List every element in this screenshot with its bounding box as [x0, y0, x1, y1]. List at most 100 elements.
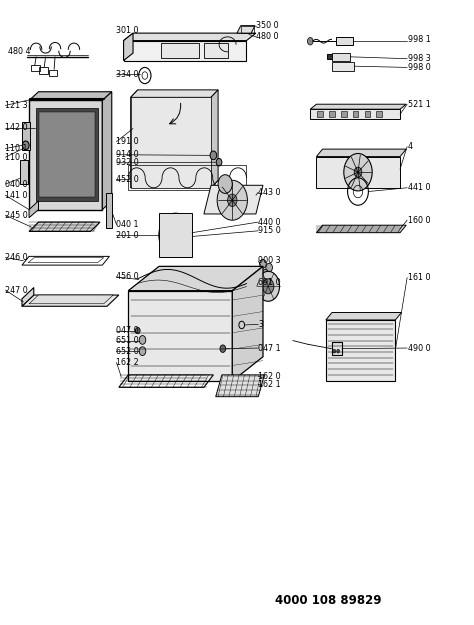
Polygon shape [22, 288, 34, 306]
Circle shape [260, 259, 266, 268]
Text: 3: 3 [258, 320, 263, 329]
Text: 440 0: 440 0 [258, 217, 281, 227]
Text: 915 0: 915 0 [258, 226, 281, 235]
Text: 452 0: 452 0 [117, 174, 139, 184]
Polygon shape [310, 104, 406, 109]
Bar [353, 111, 358, 118]
Polygon shape [317, 149, 406, 157]
Text: 4000 108 89829: 4000 108 89829 [275, 594, 381, 607]
Text: 141 0: 141 0 [5, 191, 28, 200]
Bar [341, 111, 346, 118]
Text: 201 0: 201 0 [117, 231, 139, 239]
Circle shape [257, 271, 280, 301]
Circle shape [216, 159, 222, 166]
Text: 162 2: 162 2 [117, 358, 139, 367]
Bar [39, 68, 48, 74]
Bar [331, 342, 342, 355]
Circle shape [263, 279, 274, 294]
Circle shape [139, 347, 146, 356]
Bar [318, 111, 323, 118]
Bar [31, 65, 40, 71]
Bar [128, 166, 246, 190]
Polygon shape [216, 375, 264, 397]
Circle shape [139, 336, 146, 344]
Bar [241, 26, 254, 33]
Polygon shape [326, 320, 395, 381]
Text: 040 1: 040 1 [117, 220, 139, 229]
Text: 121 3: 121 3 [5, 101, 28, 110]
Bar [106, 193, 112, 228]
Text: 900 3: 900 3 [258, 256, 281, 265]
Text: 4: 4 [408, 142, 413, 151]
Polygon shape [317, 157, 400, 188]
Bar [161, 43, 199, 58]
Circle shape [159, 213, 192, 257]
Bar [131, 98, 211, 188]
Text: 040 0: 040 0 [5, 179, 28, 189]
Circle shape [262, 269, 269, 278]
Text: 914 0: 914 0 [117, 150, 139, 159]
Text: 191 0: 191 0 [117, 137, 139, 146]
Polygon shape [29, 101, 102, 209]
Bar [331, 62, 354, 71]
Polygon shape [232, 266, 263, 381]
Polygon shape [124, 33, 256, 41]
Polygon shape [36, 108, 98, 201]
Text: 047 1: 047 1 [258, 344, 281, 352]
Text: 334 0: 334 0 [117, 70, 139, 79]
Polygon shape [29, 295, 113, 304]
Bar [331, 53, 350, 61]
Bar [336, 38, 353, 45]
Text: 521 1: 521 1 [408, 100, 431, 109]
Polygon shape [317, 225, 406, 232]
Bar [365, 111, 370, 118]
Polygon shape [128, 291, 232, 381]
Polygon shape [29, 92, 112, 101]
Text: 441 0: 441 0 [408, 183, 430, 192]
Polygon shape [124, 41, 246, 61]
Circle shape [337, 349, 339, 353]
Polygon shape [211, 90, 218, 188]
Text: 490 0: 490 0 [408, 344, 431, 352]
Text: 651 0: 651 0 [117, 336, 139, 345]
Text: 480 0: 480 0 [256, 32, 278, 41]
Text: 162 0: 162 0 [258, 372, 281, 381]
Bar [19, 161, 28, 184]
Text: 047 0: 047 0 [117, 326, 139, 335]
Text: 932 0: 932 0 [117, 158, 139, 168]
Bar [329, 111, 335, 118]
Bar [49, 70, 57, 76]
Polygon shape [204, 185, 263, 214]
Polygon shape [131, 90, 138, 188]
Polygon shape [310, 109, 400, 119]
Text: 301 0: 301 0 [117, 26, 139, 35]
Text: 350 0: 350 0 [256, 21, 279, 30]
Circle shape [217, 180, 247, 220]
Text: 480 4: 480 4 [8, 48, 30, 56]
Polygon shape [326, 312, 401, 320]
Circle shape [136, 328, 140, 334]
Circle shape [333, 349, 336, 353]
Polygon shape [237, 26, 255, 33]
Circle shape [354, 168, 362, 177]
Circle shape [344, 154, 372, 191]
Text: 998 3: 998 3 [408, 54, 431, 63]
Circle shape [210, 151, 217, 160]
Text: 998 1: 998 1 [408, 36, 431, 44]
Circle shape [22, 141, 29, 150]
Text: 110 0: 110 0 [5, 152, 28, 162]
Polygon shape [39, 112, 95, 197]
Bar [327, 54, 331, 59]
Circle shape [171, 229, 180, 241]
Circle shape [220, 345, 226, 352]
Polygon shape [124, 33, 133, 61]
Text: 142 0: 142 0 [5, 123, 28, 132]
Text: 160 0: 160 0 [408, 216, 430, 225]
Text: 246 0: 246 0 [5, 253, 28, 262]
Text: 691 0: 691 0 [258, 278, 281, 287]
Polygon shape [29, 222, 100, 231]
Bar [22, 122, 29, 151]
Bar [159, 213, 192, 257]
Polygon shape [22, 295, 119, 306]
Text: 247 0: 247 0 [5, 286, 28, 294]
